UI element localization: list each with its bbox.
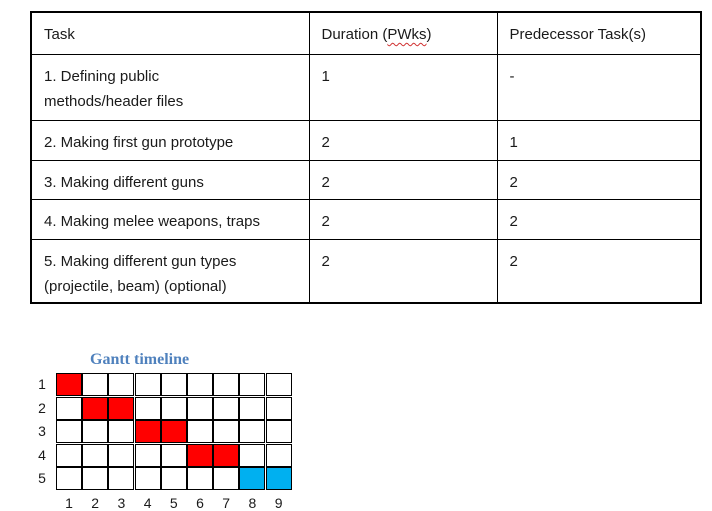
gantt-bar-cell — [239, 467, 266, 490]
gantt-empty-cell — [265, 420, 292, 443]
gantt-empty-cell — [187, 373, 213, 396]
gantt-empty-cell — [213, 396, 240, 420]
gantt-empty-cell — [187, 467, 213, 490]
gantt-col-label: 8 — [248, 494, 257, 511]
gantt-empty-cell — [160, 467, 187, 490]
gantt-empty-cell — [134, 373, 161, 396]
predecessor-cell: 2 — [496, 159, 702, 200]
gantt-empty-cell — [82, 420, 109, 443]
table-row: 5. Making different gun types (projectil… — [30, 238, 702, 304]
gantt-row-label: 4 — [38, 446, 46, 463]
header-duration: Duration (PWks) — [308, 11, 498, 55]
gantt-empty-cell — [239, 443, 266, 467]
gantt-empty-cell — [134, 443, 161, 467]
gantt-empty-cell — [108, 467, 135, 490]
task-cell: 1. Defining public methods/header files — [30, 53, 310, 121]
pwks-misspelled-word: PWks — [387, 26, 427, 43]
gantt-empty-cell — [187, 396, 213, 420]
gantt-empty-cell — [160, 396, 187, 420]
gantt-empty-cell — [82, 443, 109, 467]
header-task: Task — [30, 11, 310, 55]
gantt-empty-cell — [160, 373, 187, 396]
gantt-empty-cell — [56, 443, 82, 467]
gantt-empty-cell — [265, 373, 292, 396]
gantt-empty-cell — [239, 373, 266, 396]
gantt-col-label: 1 — [65, 494, 73, 511]
table-header-row: Task Duration (PWks) Predecessor Task(s) — [30, 11, 702, 55]
gantt-row-label: 5 — [38, 470, 46, 486]
gantt-empty-cell — [108, 373, 135, 396]
gantt-bar-cell — [82, 396, 109, 420]
gantt-empty-cell — [56, 467, 82, 490]
gantt-empty-cell — [56, 420, 82, 443]
gantt-empty-cell — [82, 467, 109, 490]
gantt-col-label: 7 — [222, 494, 231, 511]
gantt-col-label: 5 — [169, 494, 178, 511]
table-row: 1. Defining public methods/header files … — [30, 53, 702, 121]
gantt-empty-cell — [160, 443, 187, 467]
table-row: 4. Making melee weapons, traps 2 2 — [30, 198, 702, 240]
gantt-bar-cell — [160, 420, 187, 443]
task-cell: 4. Making melee weapons, traps — [30, 198, 310, 240]
gantt-title: Gantt timeline — [90, 351, 190, 368]
predecessor-cell: 2 — [496, 198, 702, 240]
gantt-empty-cell — [213, 373, 240, 396]
gantt-empty-cell — [134, 396, 161, 420]
task-cell: 3. Making different guns — [30, 159, 310, 200]
gantt-bar-cell — [265, 467, 292, 490]
gantt-empty-cell — [265, 443, 292, 467]
gantt-col-label: 9 — [274, 494, 283, 511]
task-table: Task Duration (PWks) Predecessor Task(s)… — [30, 11, 702, 304]
predecessor-cell: 1 — [496, 119, 702, 161]
gantt-row-label: 3 — [38, 423, 46, 439]
gantt-bar-cell — [108, 396, 135, 420]
gantt-empty-cell — [265, 396, 292, 420]
gantt-col-label: 3 — [117, 494, 126, 511]
gantt-empty-cell — [56, 396, 82, 420]
gantt-col-label: 4 — [143, 494, 152, 511]
duration-cell: 2 — [308, 119, 498, 161]
duration-cell: 1 — [308, 53, 498, 121]
gantt-bar-cell — [134, 420, 161, 443]
gantt-empty-cell — [108, 420, 135, 443]
gantt-bar-cell — [56, 373, 82, 396]
gantt-col-label: 6 — [196, 494, 204, 511]
gantt-empty-cell — [108, 443, 135, 467]
table-row: 2. Making first gun prototype 2 1 — [30, 119, 702, 161]
gantt-bar-cell — [213, 443, 240, 467]
predecessor-cell: 2 — [496, 238, 702, 304]
gantt-empty-cell — [213, 420, 240, 443]
table-row: 3. Making different guns 2 2 — [30, 159, 702, 200]
task-cell: 2. Making first gun prototype — [30, 119, 310, 161]
gantt-row-label: 1 — [38, 376, 46, 392]
task-cell: 5. Making different gun types (projectil… — [30, 238, 310, 304]
gantt-empty-cell — [82, 373, 109, 396]
gantt-empty-cell — [134, 467, 161, 490]
duration-cell: 2 — [308, 159, 498, 200]
gantt-empty-cell — [187, 420, 213, 443]
duration-cell: 2 — [308, 238, 498, 304]
header-predecessor: Predecessor Task(s) — [496, 11, 702, 55]
gantt-empty-cell — [213, 467, 240, 490]
duration-cell: 2 — [308, 198, 498, 240]
gantt-row-label: 2 — [38, 399, 46, 416]
gantt-empty-cell — [239, 396, 266, 420]
gantt-col-label: 2 — [91, 494, 100, 511]
gantt-bar-cell — [187, 443, 213, 467]
predecessor-cell: - — [496, 53, 702, 121]
header-duration-text: Duration ( — [321, 26, 388, 43]
gantt-empty-cell — [239, 420, 266, 443]
